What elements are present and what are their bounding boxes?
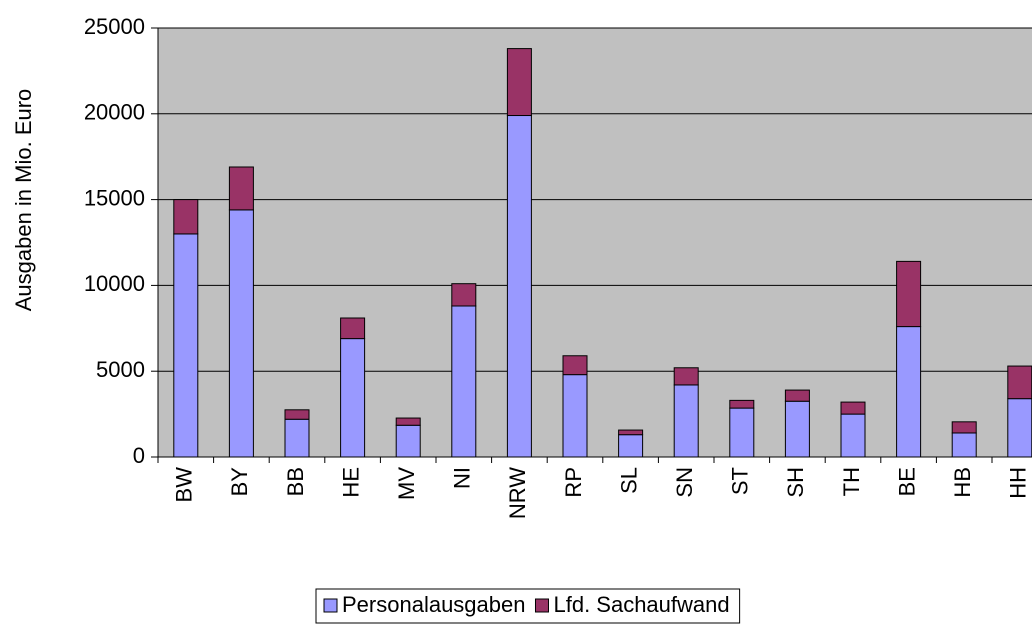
y-tick-label: 0 (133, 443, 145, 468)
bar (284, 418, 310, 458)
x-tick-label: SL (616, 467, 641, 494)
legend-label: Lfd. Sachaufwand (553, 592, 729, 617)
bar (618, 434, 644, 458)
legend (315, 588, 741, 624)
bar (173, 199, 199, 235)
y-tick-label: 5000 (96, 357, 145, 382)
x-tick-label: SH (783, 467, 808, 498)
bar (340, 317, 366, 340)
legend-swatch (534, 598, 549, 613)
x-tick-label: HH (1006, 467, 1031, 499)
x-tick-label: NRW (505, 467, 530, 519)
bar (562, 374, 588, 458)
legend-label: Personalausgaben (342, 592, 525, 617)
bar (284, 409, 310, 420)
bar (896, 326, 922, 458)
y-tick-label: 25000 (84, 14, 145, 39)
x-tick-label: TH (839, 467, 864, 496)
x-tick-label: RP (561, 467, 586, 498)
bar (506, 115, 532, 458)
x-tick-label: NI (450, 467, 475, 489)
y-tick-label: 20000 (84, 100, 145, 125)
bar (784, 400, 810, 458)
x-tick-label: BE (894, 467, 919, 496)
x-tick-label: BB (283, 467, 308, 496)
bar (618, 429, 644, 436)
x-tick-label: HE (338, 467, 363, 498)
bar (228, 166, 254, 211)
bar (451, 283, 477, 307)
y-tick-label: 15000 (84, 185, 145, 210)
plot-area (157, 27, 1032, 458)
y-axis-label: Ausgaben in Mio. Euro (11, 89, 36, 312)
bar (228, 209, 254, 458)
x-tick-label: HB (950, 467, 975, 498)
bar (1007, 398, 1032, 458)
x-tick-label: MV (394, 467, 419, 500)
bar (784, 389, 810, 402)
bar (340, 338, 366, 458)
legend-swatch (323, 598, 338, 613)
bar (562, 355, 588, 376)
bar (840, 413, 866, 458)
bar (173, 233, 199, 458)
bar (729, 399, 755, 409)
x-tick-label: SN (672, 467, 697, 498)
bar (729, 407, 755, 458)
bar (951, 421, 977, 434)
bar (673, 384, 699, 458)
x-tick-label: BW (172, 467, 197, 503)
bar (1007, 365, 1032, 400)
bar (673, 367, 699, 386)
bar (951, 432, 977, 458)
x-tick-label: BY (227, 467, 252, 497)
bar (451, 305, 477, 458)
bar (896, 260, 922, 328)
x-tick-label: ST (728, 467, 753, 495)
bar (506, 48, 532, 117)
bar (395, 424, 421, 458)
bar (840, 401, 866, 415)
bar (395, 417, 421, 426)
y-tick-label: 10000 (84, 271, 145, 296)
